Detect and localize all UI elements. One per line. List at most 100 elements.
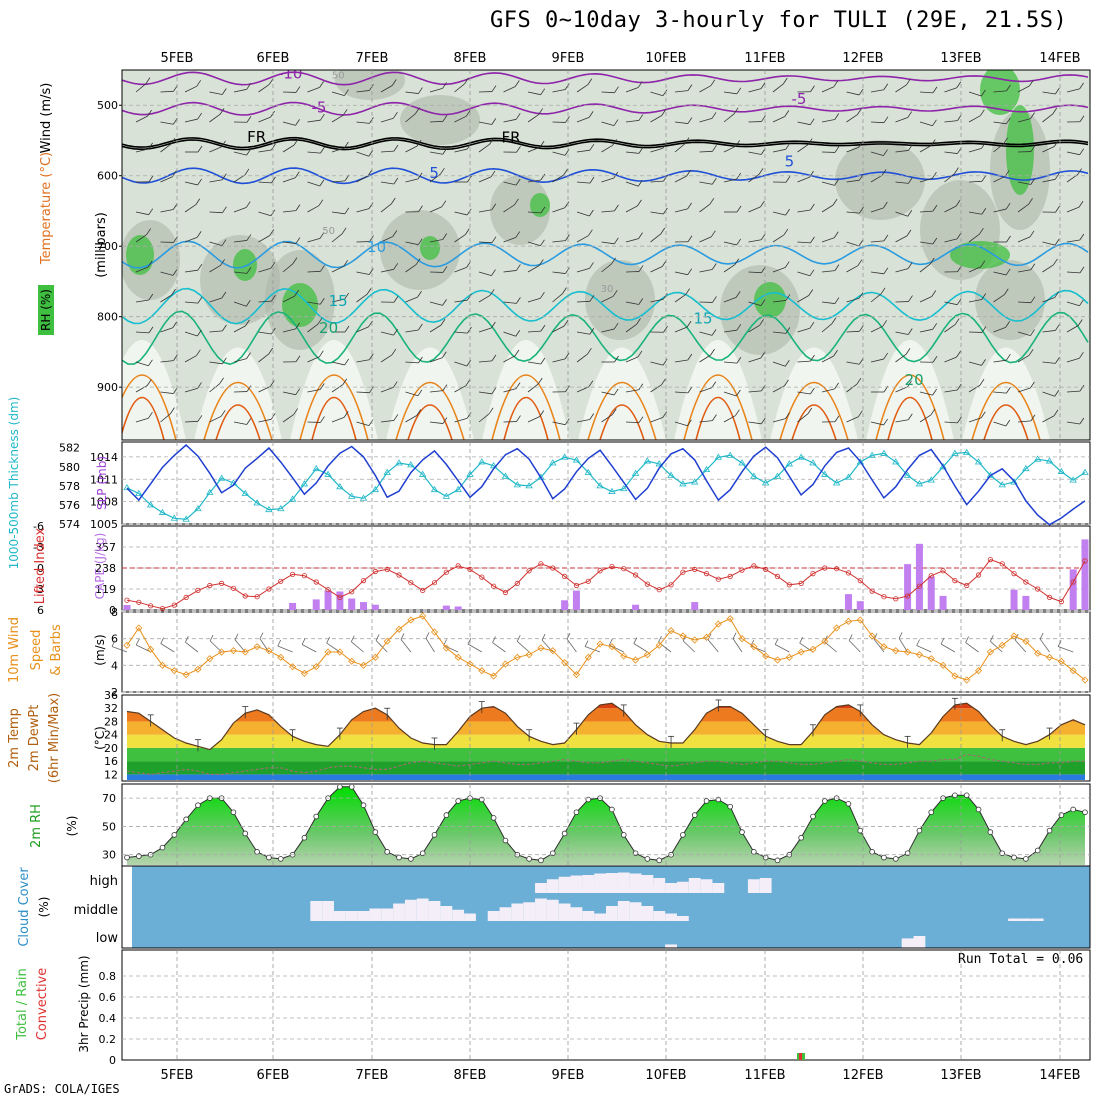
- wind-barb-flag: [760, 200, 765, 208]
- wind-barb-flag: [908, 177, 913, 184]
- wind-barb-flag: [759, 319, 764, 326]
- cloud-bar: [676, 916, 689, 921]
- lifted-index-point: [940, 568, 946, 574]
- wind-barb: [748, 174, 760, 183]
- cloud-bar: [606, 873, 618, 893]
- slp-tick-label: 1014: [90, 451, 118, 464]
- surface-wind-barb: [425, 638, 435, 653]
- cloud-bar: [404, 899, 417, 921]
- wind-barb-flag: [663, 326, 668, 333]
- day-label-top: 13FEB: [940, 51, 981, 66]
- temp-contour-25: [875, 374, 945, 440]
- cloud-bar: [582, 911, 595, 921]
- wind-barb-flag: [515, 382, 521, 389]
- wind-barb-flag: [833, 349, 838, 357]
- cloud-bar: [369, 908, 382, 921]
- wind-barb-flag: [342, 378, 348, 385]
- rh-point: [644, 856, 651, 862]
- wind-barb: [846, 211, 860, 214]
- wind-barb-flag: [782, 77, 788, 85]
- cape-bar: [336, 591, 344, 610]
- temp-contour-25: [491, 374, 561, 440]
- rh-point: [360, 802, 367, 809]
- wind-barb-flag: [246, 148, 251, 156]
- wind-barb: [209, 415, 222, 423]
- rh-point: [892, 856, 899, 862]
- wind-barb: [625, 87, 639, 93]
- wind-barb: [233, 240, 247, 243]
- thickness-point: [608, 487, 616, 494]
- rh-blob: [380, 210, 460, 290]
- rh-point: [561, 830, 568, 837]
- wind-barb-flag: [467, 175, 472, 183]
- wind-barb: [1066, 357, 1080, 363]
- wind-barb: [919, 296, 932, 303]
- rh-point: [1023, 856, 1029, 862]
- wind-barb-flag: [1030, 178, 1036, 185]
- contour-label: 20: [319, 319, 338, 337]
- rh-humid-blob: [950, 241, 1010, 269]
- wind-speed-point: [679, 632, 687, 640]
- wind-barb-flag: [760, 148, 766, 155]
- temp-contour-30: [791, 404, 837, 440]
- wind-barb: [454, 148, 468, 153]
- wind-barb: [209, 211, 223, 214]
- wind-barb-flag: [540, 291, 545, 299]
- wind-barb: [748, 271, 762, 274]
- wind-barb: [846, 330, 860, 333]
- cloud-bar: [1008, 918, 1020, 921]
- wind-barb-flag: [1030, 112, 1035, 119]
- wind-tick-label: 6: [111, 633, 118, 646]
- wind-barb-flag: [442, 299, 447, 306]
- wind-barb: [772, 300, 786, 303]
- wind-barb-flag: [292, 257, 298, 264]
- wind-speed-point: [951, 672, 959, 680]
- surface-wind-barb-flag: [492, 636, 496, 643]
- wind-barb-flag: [858, 141, 863, 148]
- wind-barb-flag: [514, 80, 520, 87]
- cloud-bar: [511, 903, 524, 921]
- lifted-index-point: [763, 566, 769, 573]
- temp-contour-30: [503, 396, 549, 440]
- rh-humid-blob: [754, 282, 786, 318]
- thickness-point: [785, 460, 794, 467]
- cape-bar: [1010, 589, 1018, 610]
- wind-barb-flag: [980, 109, 985, 116]
- wind-barb: [552, 421, 566, 426]
- cape-bar: [927, 576, 935, 610]
- thickness-point: [1057, 467, 1066, 474]
- wind-barb-flag: [662, 293, 668, 300]
- thickness-point: [773, 472, 782, 479]
- wind-barb-flag: [710, 348, 715, 356]
- lifted-index-point: [455, 563, 461, 569]
- wind-barb: [454, 234, 466, 243]
- wind-barb-flag: [859, 325, 864, 332]
- surface-wind-barb: [848, 640, 861, 653]
- wind-barb-flag: [489, 138, 494, 145]
- wind-barb: [919, 177, 933, 183]
- wind-barb: [993, 271, 1007, 276]
- day-label-top: 14FEB: [1039, 51, 1080, 66]
- wind-barb: [429, 390, 443, 393]
- wind-barb-flag: [1006, 353, 1011, 361]
- wind-barb-flag: [1079, 299, 1084, 307]
- wind-speed-point: [383, 637, 391, 645]
- cape-tick-label: 357: [95, 541, 116, 554]
- axis-label: Cloud Cover: [17, 867, 32, 947]
- thickness-point: [584, 468, 592, 475]
- wind-speed-point: [194, 665, 202, 673]
- wind-barb: [601, 263, 612, 273]
- wind-barb: [870, 421, 884, 426]
- upper-air-frame: [121, 69, 1091, 441]
- wind-barb: [527, 383, 539, 393]
- wind-barb-flag: [1030, 381, 1035, 389]
- lifted-index-point: [834, 566, 840, 572]
- rh-humid-blob: [233, 249, 257, 281]
- wind-barb: [454, 211, 468, 216]
- wind-barb-flag: [736, 238, 741, 246]
- temp-tick-label: 24: [104, 729, 118, 742]
- wind-barb: [870, 89, 884, 93]
- wind-barb: [895, 181, 909, 184]
- wind-barb: [895, 235, 908, 243]
